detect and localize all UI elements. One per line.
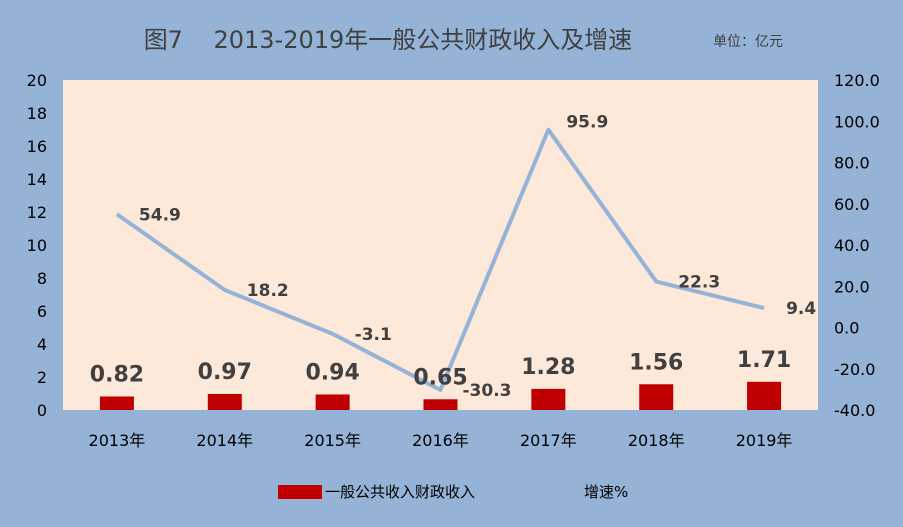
bar [315,394,350,410]
left-tick-label: 4 [37,335,47,354]
right-tick-label: 40.0 [834,236,870,255]
x-tick-label: 2015年 [304,431,361,450]
right-tick-label: 120.0 [834,71,880,90]
left-tick-label: 12 [27,203,47,222]
unit-note: 单位：亿元 [713,34,783,50]
left-tick-label: 18 [27,104,47,123]
right-tick-label: 20.0 [834,277,870,296]
left-tick-label: 16 [27,137,47,156]
left-tick-label: 8 [37,269,47,288]
line-value-label: 54.9 [139,205,181,225]
line-series [115,127,765,392]
left-tick-label: 14 [27,170,47,189]
right-tick-label: 80.0 [834,154,870,173]
bar-value-label: 0.94 [306,360,360,385]
bar-data-labels: 0.82 0.97 0.94 0.65 1.28 1.56 1.71 [90,348,791,390]
bar-value-label: 1.71 [737,348,791,373]
left-tick-label: 0 [37,401,47,420]
left-tick-label: 20 [27,71,47,90]
line-value-label: -30.3 [463,381,512,401]
bar-value-label: 0.65 [413,365,467,390]
legend-bar-swatch [278,485,322,499]
line-value-label: 95.9 [566,113,608,133]
right-tick-label: 0.0 [834,319,859,338]
x-tick-label: 2017年 [520,431,577,450]
right-tick-label: 60.0 [834,195,870,214]
line-data-labels: 54.9 18.2 -3.1 -30.3 95.9 22.3 9.4 [139,113,816,401]
right-tick-label: 100.0 [834,112,880,131]
legend-bar-label: 一般公共收入财政收入 [325,483,475,501]
left-tick-label: 6 [37,302,47,321]
line-value-label: 18.2 [247,281,289,301]
bar [207,393,242,410]
x-tick-label: 2016年 [412,431,469,450]
chart-title: 图7 2013-2019年一般公共财政收入及增速 [144,26,633,54]
left-tick-label: 10 [27,236,47,255]
x-axis: 2013年 2014年 2015年 2016年 2017年 2018年 2019年 [89,431,793,450]
line-value-label: 9.4 [786,299,816,319]
bar-value-label: 0.97 [198,360,252,385]
bar-value-label: 1.28 [521,355,575,380]
x-tick-label: 2014年 [196,431,253,450]
bar [99,396,134,410]
x-tick-label: 2018年 [628,431,685,450]
right-y-axis: -40.0 -20.0 0.0 20.0 40.0 60.0 80.0 100.0 120.0 [834,71,880,420]
legend: 一般公共收入财政收入 增速% [278,483,628,501]
left-tick-label: 2 [37,368,47,387]
bar [747,381,782,410]
bar-value-label: 0.82 [90,362,144,387]
bar [423,399,458,410]
left-y-axis: 0 2 4 6 8 10 12 14 16 18 20 [27,71,47,420]
plot-area [63,80,818,410]
bar [639,384,674,410]
bar [531,388,566,410]
bar-value-label: 1.56 [629,350,683,375]
x-tick-label: 2013年 [89,431,146,450]
right-tick-label: -40.0 [834,401,875,420]
right-tick-label: -20.0 [834,360,875,379]
x-tick-label: 2019年 [736,431,793,450]
line-value-label: -3.1 [355,325,392,345]
growth-line [115,127,765,392]
legend-line-label: 增速% [584,483,628,501]
bar-series [99,381,782,410]
line-value-label: 22.3 [678,273,720,293]
